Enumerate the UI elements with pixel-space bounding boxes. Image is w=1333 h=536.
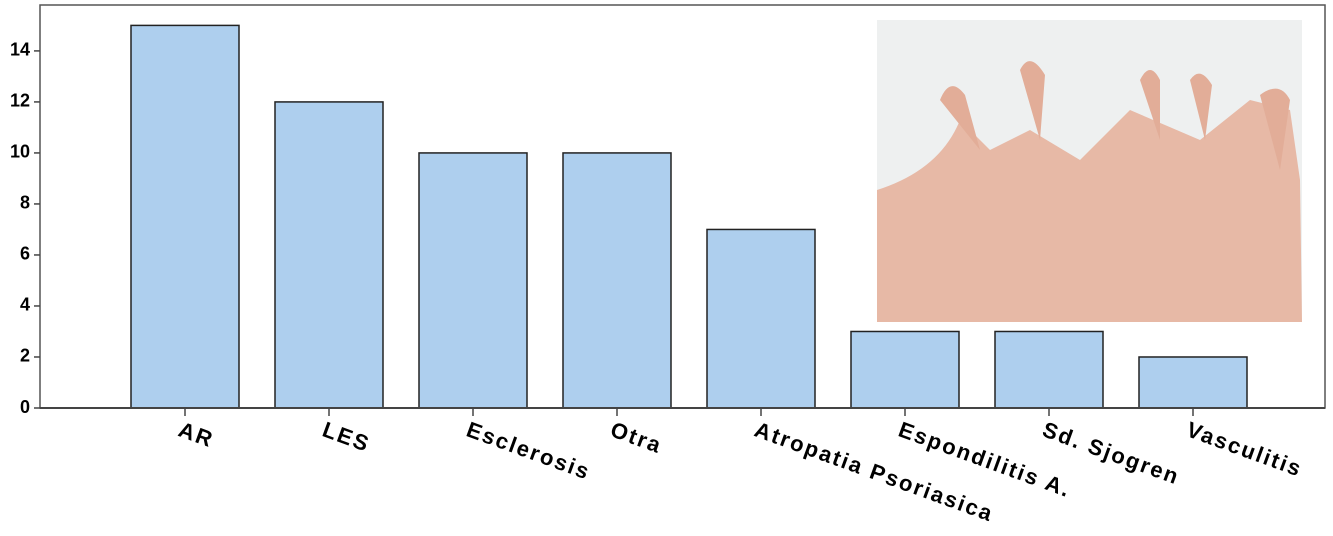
bar xyxy=(1138,356,1248,409)
bar xyxy=(994,330,1104,409)
y-tick-label: 14 xyxy=(10,40,30,60)
x-tick-label: AR xyxy=(175,417,217,453)
y-tick-label: 0 xyxy=(20,397,30,417)
y-tick-label: 2 xyxy=(20,346,30,366)
y-tick-label: 10 xyxy=(10,142,30,162)
bar xyxy=(706,228,816,409)
y-tick-label: 6 xyxy=(20,244,30,264)
bar xyxy=(850,330,960,409)
y-tick-label: 4 xyxy=(20,295,30,315)
bar xyxy=(130,24,240,409)
x-tick-label: Vasculitis xyxy=(1183,417,1306,482)
fingers xyxy=(940,61,1290,170)
y-tick-label: 8 xyxy=(20,193,30,213)
bar xyxy=(418,152,528,409)
bar xyxy=(562,152,672,409)
x-tick-label: Esclerosis xyxy=(463,417,594,485)
bar xyxy=(274,101,384,409)
y-tick-label: 12 xyxy=(10,91,30,111)
photo-inset xyxy=(877,20,1302,322)
x-tick-label: LES xyxy=(319,417,373,457)
x-tick-label: Atropatia Psoriasica xyxy=(751,417,997,527)
hands xyxy=(877,100,1302,322)
x-tick-label: Otra xyxy=(607,417,666,459)
